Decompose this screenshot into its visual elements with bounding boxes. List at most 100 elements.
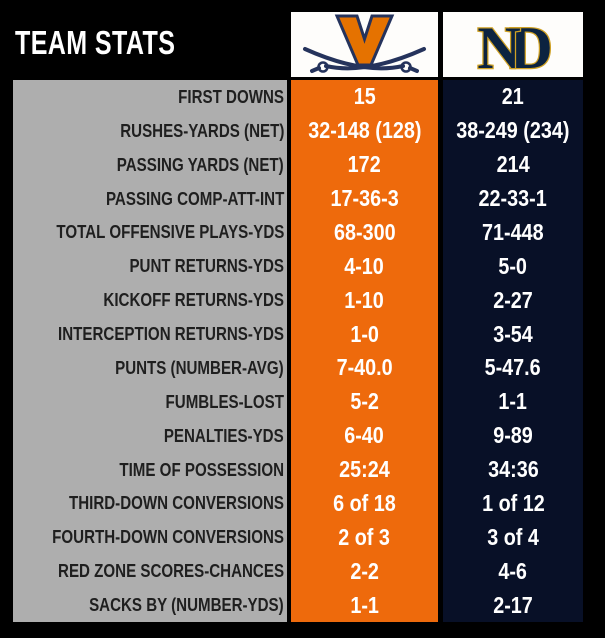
virginia-stat-value-text: 172 bbox=[347, 151, 382, 178]
virginia-stat-value-text: 1-0 bbox=[350, 320, 379, 347]
notre-dame-stat-value: 1 of 12 bbox=[443, 487, 583, 521]
stat-label-text: RUSHES-YARDS (NET) bbox=[119, 120, 284, 141]
notre-dame-stat-value: 3 of 4 bbox=[443, 520, 583, 554]
notre-dame-stat-value-text: 2-17 bbox=[493, 591, 533, 618]
notre-dame-stat-value-text: 3 of 4 bbox=[487, 523, 539, 550]
notre-dame-stat-value-text: 9-89 bbox=[493, 422, 533, 449]
stat-labels-column: FIRST DOWNS RUSHES-YARDS (NET) PASSING YAR… bbox=[13, 80, 287, 622]
stat-label: FUMBLES-LOST bbox=[13, 385, 287, 419]
virginia-stat-value: 7-40.0 bbox=[291, 351, 438, 385]
stat-label-text: PUNT RETURNS-YDS bbox=[129, 256, 284, 277]
stat-label-text: THIRD-DOWN CONVERSIONS bbox=[68, 493, 284, 514]
virginia-stat-value: 6-40 bbox=[291, 419, 438, 453]
stat-label: PENALTIES-YDS bbox=[13, 419, 287, 453]
stat-label: PASSING COMP-ATT-INT bbox=[13, 182, 287, 216]
notre-dame-stat-value: 22-33-1 bbox=[443, 182, 583, 216]
stat-label-text: TOTAL OFFENSIVE PLAYS-YDS bbox=[56, 222, 284, 243]
virginia-stat-value: 15 bbox=[291, 80, 438, 114]
virginia-stat-value: 68-300 bbox=[291, 216, 438, 250]
virginia-v-sabers-icon bbox=[303, 14, 426, 73]
notre-dame-stat-value: 4-6 bbox=[443, 554, 583, 588]
stat-label-text: INTERCEPTION RETURNS-YDS bbox=[58, 324, 284, 345]
notre-dame-stat-value: 214 bbox=[443, 148, 583, 182]
virginia-stat-value: 32-148 (128) bbox=[291, 114, 438, 148]
notre-dame-stat-value-text: 3-54 bbox=[493, 320, 533, 347]
stat-label-text: FUMBLES-LOST bbox=[165, 391, 284, 412]
virginia-stat-value-text: 6-40 bbox=[344, 422, 385, 449]
stat-label: PASSING YARDS (NET) bbox=[13, 148, 287, 182]
stat-label: INTERCEPTION RETURNS-YDS bbox=[13, 317, 287, 351]
stat-label: FOURTH-DOWN CONVERSIONS bbox=[13, 520, 287, 554]
virginia-stat-value-text: 7-40.0 bbox=[336, 354, 393, 381]
stat-label: PUNT RETURNS-YDS bbox=[13, 249, 287, 283]
notre-dame-values-column: 21 38-249 (234) 214 22-33-1 71-448 5-0 2-27 3-5… bbox=[443, 80, 583, 622]
virginia-stat-value: 172 bbox=[291, 148, 438, 182]
stat-label: TIME OF POSSESSION bbox=[13, 453, 287, 487]
stat-label: RUSHES-YARDS (NET) bbox=[13, 114, 287, 148]
notre-dame-stat-value: 21 bbox=[443, 80, 583, 114]
stat-label-text: PASSING COMP-ATT-INT bbox=[105, 188, 284, 209]
virginia-stat-value-text: 5-2 bbox=[350, 388, 379, 415]
notre-dame-stat-value-text: 2-27 bbox=[493, 286, 533, 313]
stat-label: THIRD-DOWN CONVERSIONS bbox=[13, 487, 287, 521]
notre-dame-stat-value: 3-54 bbox=[443, 317, 583, 351]
notre-dame-stat-value: 38-249 (234) bbox=[443, 114, 583, 148]
virginia-stat-value: 5-2 bbox=[291, 385, 438, 419]
notre-dame-stat-value-text: 1 of 12 bbox=[481, 489, 545, 516]
stat-label-text: PASSING YARDS (NET) bbox=[117, 154, 284, 175]
notre-dame-stat-value: 1-1 bbox=[443, 385, 583, 419]
stat-label-text: FOURTH-DOWN CONVERSIONS bbox=[52, 527, 284, 548]
notre-dame-stat-value: 9-89 bbox=[443, 419, 583, 453]
notre-dame-stat-value-text: 38-249 (234) bbox=[456, 117, 570, 144]
notre-dame-stat-value: 5-0 bbox=[443, 249, 583, 283]
notre-dame-stat-value-text: 4-6 bbox=[498, 557, 528, 584]
notre-dame-stat-value-text: 22-33-1 bbox=[478, 185, 548, 212]
svg-text:N: N bbox=[477, 15, 520, 77]
virginia-stat-value: 2 of 3 bbox=[291, 520, 438, 554]
page-title: TEAM STATS bbox=[15, 24, 176, 61]
stat-label-text: KICKOFF RETURNS-YDS bbox=[103, 290, 284, 311]
notre-dame-stat-value: 5-47.6 bbox=[443, 351, 583, 385]
virginia-stat-value-text: 4-10 bbox=[344, 252, 385, 279]
stat-label: PUNTS (NUMBER-AVG) bbox=[13, 351, 287, 385]
notre-dame-stat-value-text: 214 bbox=[496, 151, 530, 178]
notre-dame-nd-monogram-icon: D N bbox=[476, 14, 554, 77]
notre-dame-logo: D N bbox=[443, 12, 583, 77]
stat-label: KICKOFF RETURNS-YDS bbox=[13, 283, 287, 317]
notre-dame-stat-value-text: 1-1 bbox=[498, 388, 528, 415]
notre-dame-stat-value-text: 5-47.6 bbox=[484, 354, 542, 381]
virginia-stat-value-text: 1-10 bbox=[344, 286, 385, 313]
stat-label: TOTAL OFFENSIVE PLAYS-YDS bbox=[13, 216, 287, 250]
virginia-stat-value: 1-1 bbox=[291, 588, 438, 622]
virginia-stat-value-text: 15 bbox=[353, 83, 376, 110]
virginia-values-column: 15 32-148 (128) 172 17-36-3 68-300 4-10 1-10 1-… bbox=[291, 80, 438, 622]
virginia-stat-value-text: 1-1 bbox=[350, 591, 379, 618]
stat-label-text: TIME OF POSSESSION bbox=[119, 459, 284, 480]
virginia-stat-value-text: 2-2 bbox=[350, 557, 379, 584]
virginia-stat-value-text: 25:24 bbox=[339, 456, 390, 483]
notre-dame-stat-value: 2-27 bbox=[443, 283, 583, 317]
virginia-stat-value-text: 6 of 18 bbox=[333, 489, 396, 516]
virginia-stat-value: 2-2 bbox=[291, 554, 438, 588]
virginia-stat-value: 6 of 18 bbox=[291, 487, 438, 521]
virginia-stat-value: 1-10 bbox=[291, 283, 438, 317]
stat-label-text: PENALTIES-YDS bbox=[164, 425, 284, 446]
notre-dame-stat-value: 34:36 bbox=[443, 453, 583, 487]
virginia-stat-value-text: 32-148 (128) bbox=[307, 117, 422, 144]
virginia-stat-value-text: 17-36-3 bbox=[330, 185, 399, 212]
notre-dame-stat-value-text: 71-448 bbox=[482, 218, 544, 245]
stat-label-text: FIRST DOWNS bbox=[178, 86, 284, 107]
virginia-stat-value-text: 2 of 3 bbox=[338, 523, 391, 550]
stat-label: SACKS BY (NUMBER-YDS) bbox=[13, 588, 287, 622]
virginia-stat-value-text: 68-300 bbox=[333, 218, 396, 245]
stat-label: FIRST DOWNS bbox=[13, 80, 287, 114]
stat-label-text: RED ZONE SCORES-CHANCES bbox=[58, 561, 284, 582]
notre-dame-stat-value-text: 34:36 bbox=[487, 456, 539, 483]
stat-label-text: PUNTS (NUMBER-AVG) bbox=[115, 357, 284, 378]
virginia-stat-value: 1-0 bbox=[291, 317, 438, 351]
notre-dame-stat-value: 2-17 bbox=[443, 588, 583, 622]
virginia-stat-value: 25:24 bbox=[291, 453, 438, 487]
virginia-stat-value: 4-10 bbox=[291, 249, 438, 283]
notre-dame-stat-value-text: 5-0 bbox=[498, 252, 528, 279]
